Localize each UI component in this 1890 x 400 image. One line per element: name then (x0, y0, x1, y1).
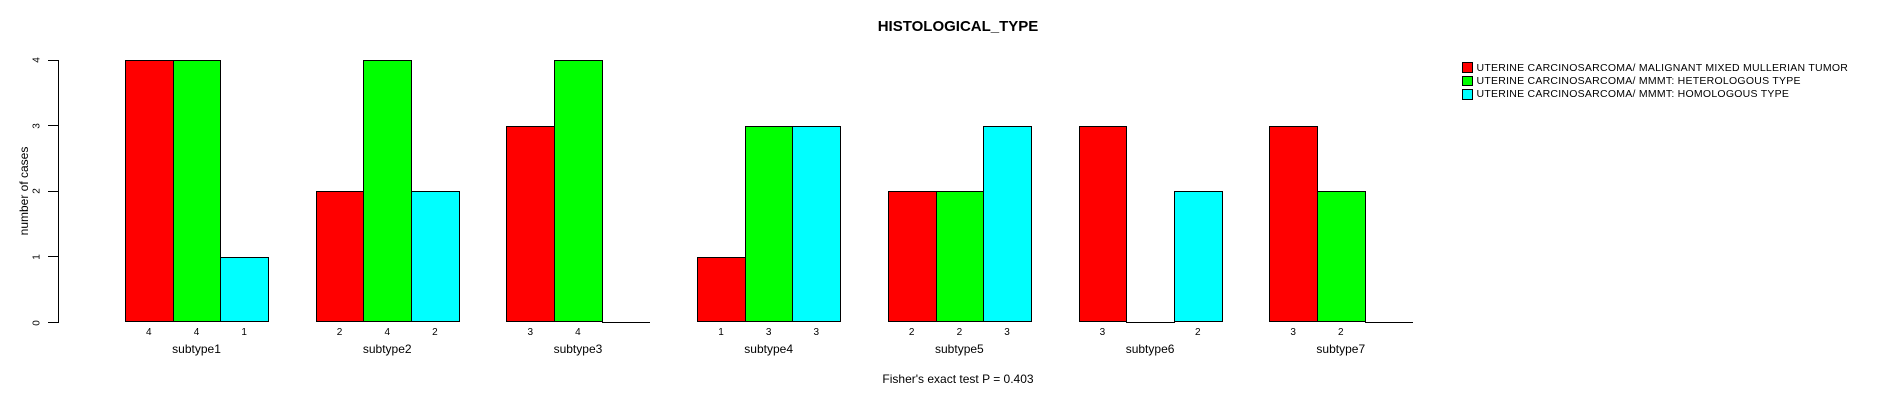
category-label: subtype7 (1316, 342, 1366, 356)
y-axis-tick (48, 125, 59, 127)
legend-label: UTERINE CARCINOSARCOMA/ MMMT: HETEROLOGO… (1476, 75, 1801, 88)
bar (363, 60, 413, 323)
bar (1173, 191, 1223, 323)
bar-value-label: 3 (1004, 326, 1010, 338)
legend: UTERINE CARCINOSARCOMA/ MALIGNANT MIXED … (1462, 61, 1870, 105)
bar (887, 191, 937, 323)
bar (1078, 125, 1128, 323)
bar (172, 60, 222, 323)
zero-bar-line (1126, 321, 1175, 324)
category-label: subtype6 (1125, 342, 1175, 356)
bar (792, 125, 842, 323)
bar (554, 60, 603, 323)
y-axis-tick-label: 1 (31, 254, 43, 260)
bar (983, 125, 1032, 323)
legend-item: UTERINE CARCINOSARCOMA/ MMMT: HOMOLOGOUS… (1462, 88, 1870, 101)
bar-value-label: 3 (765, 326, 772, 338)
bar (506, 125, 556, 323)
legend-swatch-red (1462, 62, 1473, 73)
y-axis-line (57, 60, 60, 324)
zero-bar-line (1364, 321, 1414, 324)
bar (1269, 125, 1318, 323)
category-label: subtype4 (744, 342, 793, 356)
bar-value-label: 3 (1290, 326, 1296, 338)
y-axis-tick (48, 190, 59, 192)
bar (315, 191, 365, 323)
bar-value-label: 2 (1337, 326, 1344, 338)
bar-value-label: 4 (575, 326, 581, 338)
y-axis-tick-label: 3 (31, 122, 43, 129)
bar-value-label: 3 (527, 326, 534, 338)
y-axis-tick (48, 59, 59, 61)
bar-value-label: 4 (146, 326, 152, 338)
y-axis-tick-label: 4 (31, 57, 43, 63)
bar-value-label: 2 (1194, 326, 1201, 338)
legend-label: UTERINE CARCINOSARCOMA/ MMMT: HOMOLOGOUS… (1476, 88, 1790, 101)
y-axis-tick (48, 256, 59, 258)
category-label: subtype3 (553, 342, 603, 356)
y-axis-tick-label: 2 (31, 188, 43, 195)
bar-value-label: 2 (336, 326, 343, 338)
legend-swatch-green (1462, 75, 1473, 87)
bar (744, 125, 794, 323)
y-axis-tick (48, 321, 59, 324)
bar-value-label: 1 (718, 326, 724, 338)
category-label: subtype5 (935, 342, 984, 356)
zero-bar-line (601, 321, 651, 324)
bar (220, 256, 270, 323)
bar (697, 256, 746, 323)
bar-value-label: 3 (813, 326, 820, 338)
bar (1316, 191, 1366, 323)
bar-value-label: 3 (1099, 326, 1106, 338)
legend-item: UTERINE CARCINOSARCOMA/ MMMT: HETEROLOGO… (1462, 74, 1870, 87)
bar-value-label: 2 (432, 326, 438, 338)
bar (125, 60, 174, 323)
bar-value-label: 2 (908, 326, 915, 338)
legend-swatch-cyan (1462, 89, 1473, 100)
bar-value-label: 1 (241, 326, 247, 338)
bar-value-label: 2 (956, 326, 963, 338)
bar-value-label: 4 (384, 326, 390, 338)
bar (935, 191, 985, 323)
bar (411, 191, 460, 323)
category-label: subtype1 (172, 342, 221, 356)
y-axis-tick-label: 0 (31, 319, 43, 326)
legend-label: UTERINE CARCINOSARCOMA/ MALIGNANT MIXED … (1476, 61, 1849, 74)
footer-annotation: Fisher's exact test P = 0.403 (882, 372, 1034, 386)
chart-title: HISTOLOGICAL_TYPE (877, 18, 1039, 35)
legend-item: UTERINE CARCINOSARCOMA/ MALIGNANT MIXED … (1462, 61, 1870, 74)
category-label: subtype2 (362, 342, 412, 356)
bar-value-label: 4 (193, 326, 200, 338)
